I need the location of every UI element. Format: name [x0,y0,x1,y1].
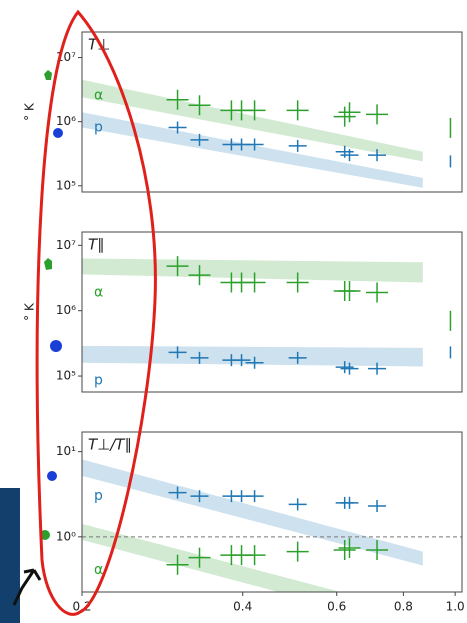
data-point [340,362,359,375]
data-point [166,256,189,277]
data-point [243,272,266,293]
side-marker [44,70,52,80]
data-point [166,554,189,575]
data-point [333,106,356,127]
x-tick-label: 1.0 [446,600,465,614]
x-tick-label: 0.4 [233,600,252,614]
data-point [166,89,189,110]
y-tick-label: 10⁵ [56,178,76,192]
band [82,459,423,566]
data-point [190,133,209,146]
plot-area [82,459,462,592]
data-point [338,281,361,302]
side-marker [47,471,57,481]
data-point [245,138,264,151]
data-point [188,547,211,568]
data-point [368,149,387,162]
y-axis-label: ° K [23,302,37,321]
data-point [340,149,359,162]
x-tick-label: 0.6 [327,600,346,614]
band [82,258,423,283]
data-point [368,362,387,375]
panel-title: T∥ [88,236,105,254]
data-point [333,540,356,561]
data-point [243,100,266,121]
side-marker [53,128,63,138]
data-point [286,100,309,121]
data-point [366,282,389,303]
data-point [340,496,359,509]
y-tick-label: 10¹ [56,444,76,458]
data-point [188,95,211,116]
data-point [190,490,209,503]
series-label: α [94,284,103,300]
plot-area [82,79,452,188]
series-label: α [94,87,103,103]
panel-title: T⊥/T∥ [88,436,132,454]
data-point [288,139,307,152]
data-point [338,102,361,123]
annotation-ellipse [35,9,157,616]
x-tick-label: 0.8 [394,600,413,614]
side-panel [0,488,20,623]
y-tick-label: 10⁷ [56,238,76,252]
data-point [366,540,389,561]
data-point [245,356,264,369]
side-marker [44,258,52,270]
series-label: p [94,373,103,389]
band [82,345,423,367]
data-point [168,486,187,499]
axes-frame [81,31,463,193]
data-point [286,272,309,293]
series-label: p [94,488,103,504]
data-point [245,490,264,503]
series-label: α [94,562,103,578]
data-point [335,361,354,374]
x-tick-label: 0.2 [72,600,91,614]
y-tick-label: 10⁶ [56,303,76,317]
data-point [188,265,211,286]
band [82,112,423,188]
data-point [368,500,387,513]
y-axis-label: ° K [23,102,37,121]
series-label: p [94,120,103,136]
data-point [168,346,187,359]
y-tick-label: 10⁶ [56,114,76,128]
plot-area [82,256,452,375]
data-point [288,498,307,511]
data-point [286,541,309,562]
data-point [338,537,361,558]
axes-frame [81,231,463,393]
data-point [168,121,187,134]
data-point [232,354,251,367]
y-tick-label: 10⁵ [56,369,76,383]
data-point [288,351,307,364]
axes-frame [81,431,463,593]
side-marker [50,340,62,352]
data-point [190,351,209,364]
y-tick-label: 10⁰ [56,529,76,543]
data-point [243,545,266,566]
data-point [366,104,389,125]
arrow [12,568,42,606]
